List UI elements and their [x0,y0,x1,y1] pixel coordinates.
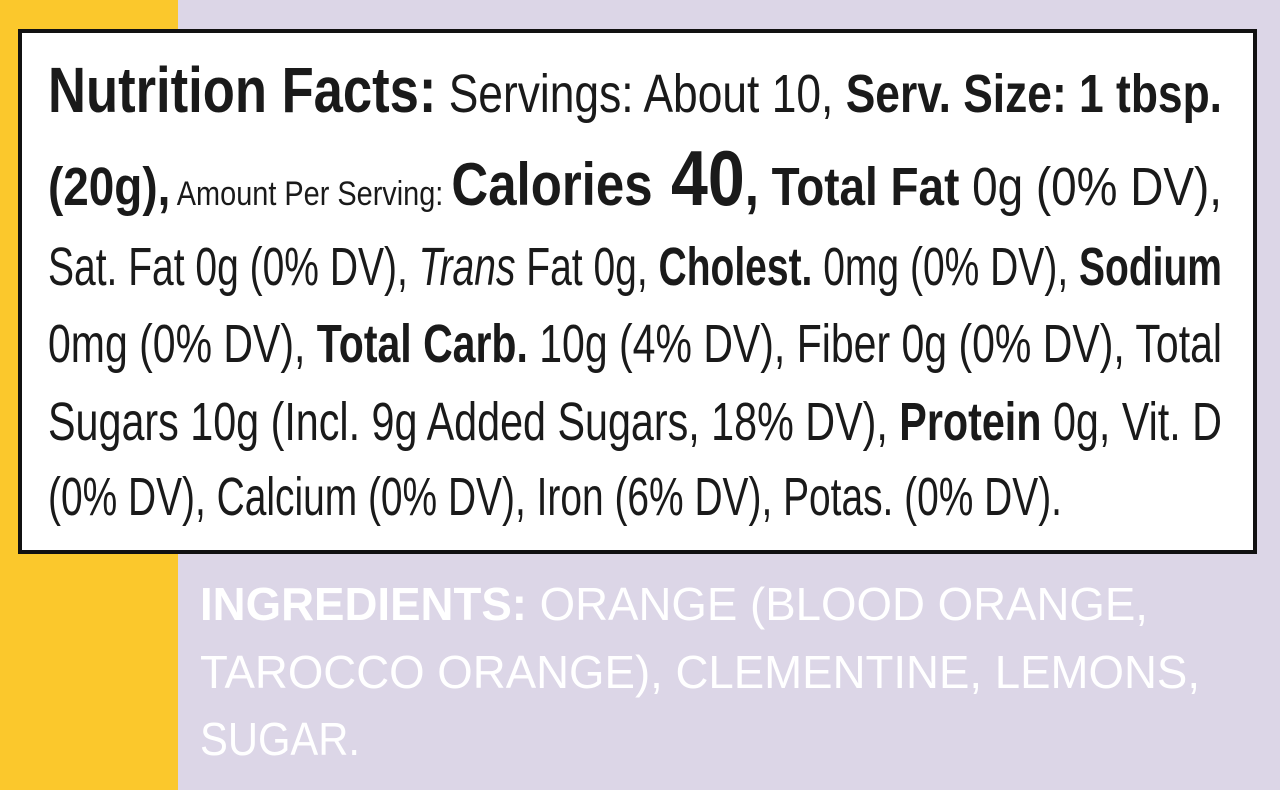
text-segment: 0mg (0% DV), [812,237,1079,297]
text-segment: Sat. Fat 0g (0% DV), [48,237,419,297]
text-line: TAROCCO ORANGE), CLEMENTINE, LEMONS, [200,646,1200,698]
text-line: SUGAR. [200,713,360,765]
text-segment: (20g), [48,157,170,217]
text-line: (20g), Amount Per Serving: Calories 40, … [48,134,1222,222]
text-line: (0% DV), Calcium (0% DV), Iron (6% DV), … [48,467,1062,527]
text-segment: 0mg (0% DV), [48,314,317,374]
text-segment: Nutrition Facts: [48,54,436,126]
text-line: Nutrition Facts: Servings: About 10, Ser… [48,54,1222,126]
text-segment: , [745,151,759,218]
text-segment: INGREDIENTS: [200,578,527,630]
text-line: Sat. Fat 0g (0% DV), Trans Fat 0g, Chole… [48,237,1222,297]
text-segment: 0g (0% DV), [959,157,1222,217]
text-segment: Trans [419,237,516,297]
text-segment: Amount Per Serving: [170,175,451,213]
text-segment: 40 [653,134,745,222]
text-segment: Sugars 10g (Incl. 9g Added Sugars, 18% D… [48,392,899,452]
text-segment: Protein [899,392,1041,452]
nutrition-box [18,29,1257,554]
text-segment: 0g, Vit. D [1042,392,1222,452]
text-segment: Total Carb. [317,314,528,374]
text-line: 0mg (0% DV), Total Carb. 10g (4% DV), Fi… [48,314,1222,374]
text-segment: Sodium [1079,237,1222,297]
text-segment: 10g (4% DV), Fiber 0g (0% DV), Total [528,314,1222,374]
text-segment: Cholest. [659,237,813,297]
text-segment: (0% DV), Calcium (0% DV), Iron (6% DV), … [48,467,1062,527]
text-line: INGREDIENTS: ORANGE (BLOOD ORANGE, [200,578,1148,630]
text-segment: Servings: About 10, [436,64,845,124]
text-segment: Fat 0g, [515,237,658,297]
text-line: Sugars 10g (Incl. 9g Added Sugars, 18% D… [48,392,1222,452]
text-segment: Serv. Size: 1 tbsp. [846,64,1222,124]
text-segment: Calories [451,151,652,218]
text-segment: ORANGE (BLOOD ORANGE, [527,578,1148,630]
text-segment: TAROCCO ORANGE), CLEMENTINE, LEMONS, [200,646,1200,698]
text-segment: Total Fat [759,157,960,217]
text-segment: SUGAR. [200,713,360,765]
